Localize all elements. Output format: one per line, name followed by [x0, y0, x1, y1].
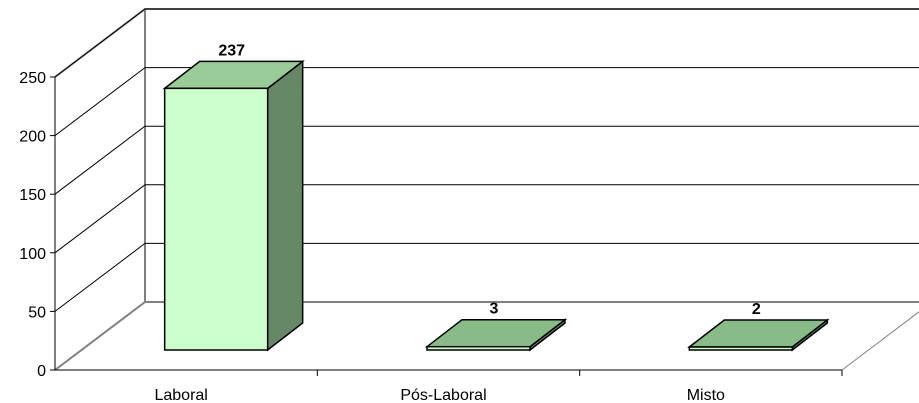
category-label: Misto [687, 387, 725, 403]
gridline-side [54, 67, 146, 136]
gridline-side [54, 243, 146, 312]
gridline-side [54, 8, 146, 78]
bar-side [266, 59, 304, 352]
data-label: 3 [490, 301, 499, 318]
bar-top [424, 318, 568, 348]
y-tick-label: 0 [37, 363, 46, 380]
category-label: Pós-Laboral [400, 387, 486, 403]
floor-right-edge [841, 311, 919, 371]
bar-top [687, 319, 830, 348]
data-label: 2 [752, 301, 761, 318]
bars [162, 59, 830, 352]
axes [54, 77, 842, 371]
y-tick-label: 50 [28, 304, 46, 321]
data-label: 237 [218, 42, 245, 59]
category-label: Laboral [154, 387, 207, 403]
gridline-side [54, 184, 146, 254]
bar-front [688, 346, 794, 351]
floor-left-edge [54, 301, 146, 371]
gridline-side [54, 125, 146, 195]
x-axis-categories: Laboral Pós-Laboral Misto [154, 387, 725, 403]
bar-front [426, 345, 531, 351]
y-tick-label: 200 [19, 129, 46, 146]
bar-front [163, 87, 269, 351]
y-tick-label: 250 [19, 70, 46, 87]
data-labels: 237 3 2 [218, 42, 761, 318]
y-tick-label: 150 [19, 187, 46, 204]
y-tick-label: 100 [19, 246, 46, 263]
y-axis-ticks: 0 50 100 150 200 250 [19, 70, 843, 380]
